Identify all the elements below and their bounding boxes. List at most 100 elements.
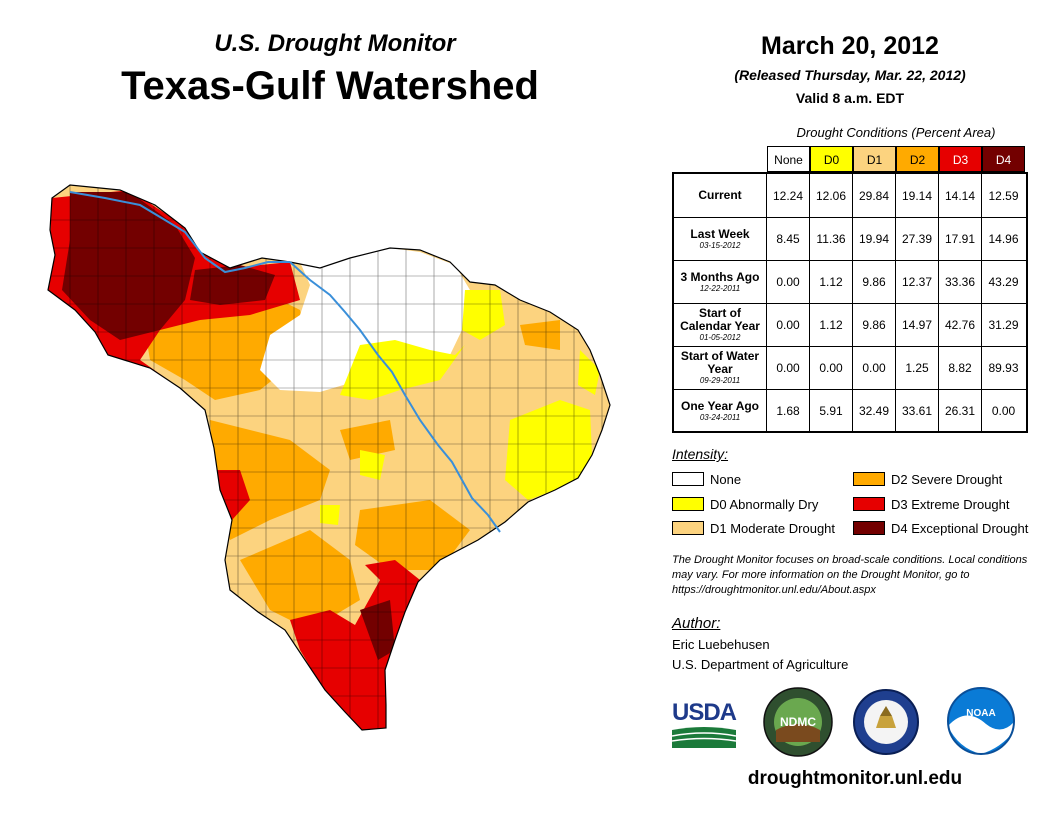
author-name: Eric Luebehusen (672, 637, 770, 652)
cell: 42.76 (939, 304, 982, 346)
author-heading: Author: (672, 615, 721, 632)
cell: 14.97 (896, 304, 939, 346)
cell: 12.06 (810, 174, 853, 217)
cell: 0.00 (810, 347, 853, 389)
usda-logo: USDA (671, 700, 737, 750)
legend-swatch (672, 472, 704, 486)
cell: 26.31 (939, 390, 982, 432)
cell: 33.61 (896, 390, 939, 432)
cell: 0.00 (767, 304, 810, 346)
cell: 29.84 (853, 174, 896, 217)
brazos-river (289, 261, 501, 533)
legend-swatch (672, 521, 704, 535)
legend-label: D0 Abnormally Dry (710, 496, 819, 512)
release-date: (Released Thursday, Mar. 22, 2012) (734, 67, 966, 83)
cell: 8.82 (939, 347, 982, 389)
row-date: 09-29-2011 (699, 376, 741, 385)
cell: 9.86 (853, 261, 896, 303)
cell: 9.86 (853, 304, 896, 346)
cell: 27.39 (896, 218, 939, 260)
svg-text:NDMC: NDMC (780, 715, 816, 729)
cell: 8.45 (767, 218, 810, 260)
row-label: Start of Water Year (680, 349, 760, 376)
row-date: 03-24-2011 (699, 412, 741, 422)
drought-map (47, 184, 611, 731)
legend-label: D1 Moderate Drought (710, 520, 836, 536)
legend-label: D4 Exceptional Drought (891, 520, 1029, 536)
cell: 1.25 (896, 347, 939, 389)
usda-fields-icon (671, 727, 737, 748)
col-header-d3: D3 (939, 146, 982, 172)
legend-item-none: None (672, 470, 741, 488)
cell: 0.00 (767, 347, 810, 389)
cell: 5.91 (810, 390, 853, 432)
cell: 12.59 (988, 188, 1019, 203)
cell: 19.14 (896, 174, 939, 217)
legend-label: None (710, 471, 742, 487)
table-caption: Drought Conditions (Percent Area) (796, 125, 996, 140)
col-header-d0: D0 (810, 146, 853, 172)
table-row: One Year Ago 03-24-2011 1.68 5.91 32.49 3… (674, 389, 1026, 432)
cell: 32.49 (853, 390, 896, 432)
table-row: 3 Months Ago 12-22-2011 0.00 1.12 9.86 12… (674, 260, 1026, 303)
legend-item-d4: D4 Exceptional Drought (853, 519, 1028, 537)
table-row: Start of Calendar Year 01-05-2012 0.00 1.… (674, 303, 1026, 346)
legend-item-d0: D0 Abnormally Dry (672, 495, 818, 513)
legend-swatch (853, 472, 885, 486)
legend-item-d1: D1 Moderate Drought (672, 519, 835, 537)
legend-swatch (853, 521, 885, 535)
map-subtitle: U.S. Drought Monitor (214, 30, 456, 57)
cell: 1.12 (810, 304, 853, 346)
cell: 31.29 (988, 318, 1019, 332)
col-header-d1: D1 (853, 146, 896, 172)
row-label: One Year Ago (680, 398, 760, 413)
svg-text:NOAA: NOAA (966, 708, 995, 719)
cell: 0.00 (991, 404, 1016, 418)
cell: 12.37 (896, 261, 939, 303)
cell: 12.24 (767, 174, 810, 217)
noaa-logo: NOAA (947, 687, 1015, 755)
author-organization: U.S. Department of Agriculture (672, 657, 849, 672)
row-label: Current (698, 188, 742, 202)
row-label: Start of Calendar Year (680, 306, 760, 333)
legend-item-d3: D3 Extreme Drought (853, 495, 1010, 513)
legend-item-d2: D2 Severe Drought (853, 470, 1002, 488)
cell: 1.68 (767, 390, 810, 432)
cell: 43.29 (988, 275, 1019, 289)
conditions-table: Current 12.24 12.06 29.84 19.14 14.14 12… (672, 172, 1028, 433)
table-row: Last Week 03-15-2012 8.45 11.36 19.94 27.… (674, 217, 1026, 260)
col-header-none: None (767, 146, 810, 172)
cell: 17.91 (939, 218, 982, 260)
map-title: Texas-Gulf Watershed (121, 64, 539, 108)
legend-swatch (672, 497, 704, 511)
row-label: 3 Months Ago (680, 269, 760, 284)
commerce-seal-icon (853, 689, 919, 755)
table-row: Start of Water Year 09-29-2011 0.00 0.00 … (674, 346, 1026, 389)
legend-title: Intensity: (672, 446, 729, 462)
cell: 14.96 (988, 232, 1019, 246)
row-date: 03-15-2012 (699, 240, 741, 250)
website-url[interactable]: droughtmonitor.unl.edu (747, 768, 963, 789)
col-header-d2: D2 (896, 146, 939, 172)
ndmc-logo: NDMC (763, 687, 833, 757)
cell: 14.14 (939, 174, 982, 217)
cell: 0.00 (767, 261, 810, 303)
cell: 89.93 (988, 361, 1019, 375)
legend-label: D2 Severe Drought (891, 471, 1003, 487)
valid-time: Valid 8 a.m. EDT (795, 90, 905, 106)
cell: 1.12 (810, 261, 853, 303)
map-date: March 20, 2012 (761, 32, 939, 60)
red-river (69, 191, 290, 274)
disclaimer-note: The Drought Monitor focuses on broad-sca… (672, 554, 1028, 596)
cell: 11.36 (810, 218, 853, 260)
col-header-d4: D4 (982, 146, 1025, 172)
cell: 0.00 (853, 347, 896, 389)
legend-swatch (853, 497, 885, 511)
cell: 33.36 (939, 261, 982, 303)
table-row: Current 12.24 12.06 29.84 19.14 14.14 12… (674, 174, 1026, 217)
row-date: 01-05-2012 (699, 333, 741, 342)
row-label: Last Week (690, 226, 750, 241)
row-date: 12-22-2011 (699, 283, 741, 293)
cell: 19.94 (853, 218, 896, 260)
legend-label: D3 Extreme Drought (891, 496, 1010, 512)
